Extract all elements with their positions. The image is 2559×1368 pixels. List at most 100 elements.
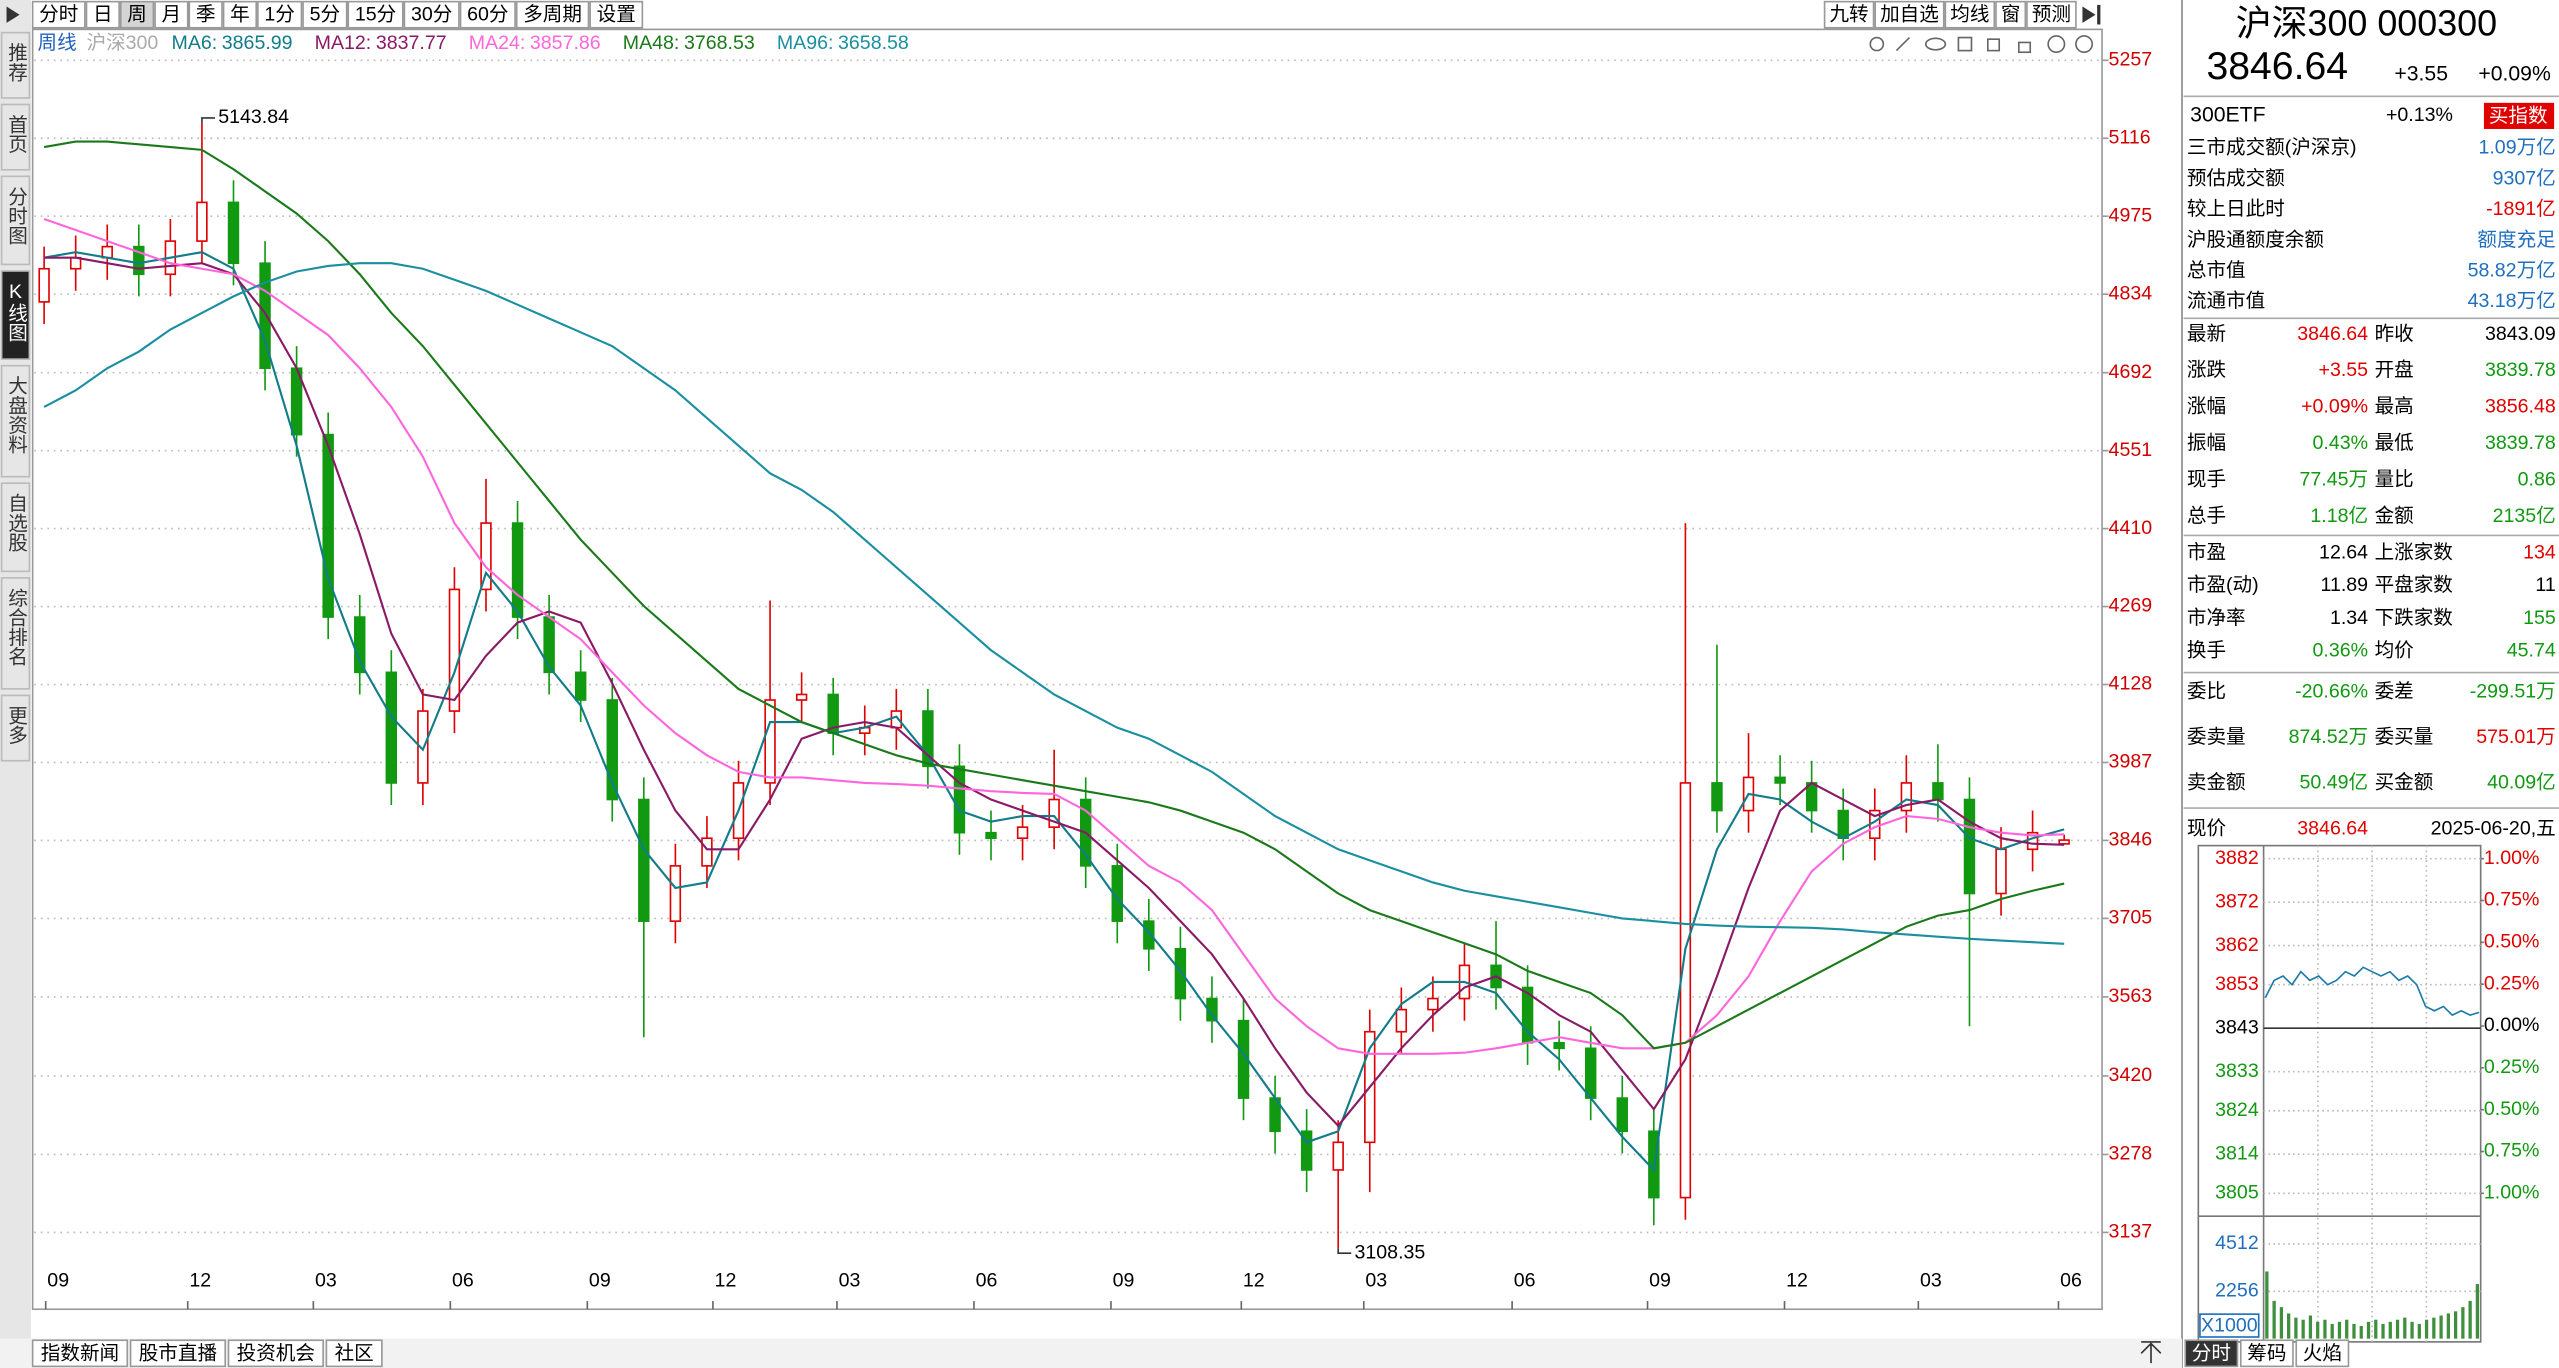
ma-line bbox=[44, 256, 2065, 1128]
tool-copy[interactable] bbox=[1957, 36, 1973, 52]
sidebar-tab[interactable] bbox=[0, 577, 31, 690]
market-label: 总市值 bbox=[2187, 259, 2246, 281]
y-tick-label: 3137 bbox=[2109, 1221, 2153, 1243]
tool-zoom-out[interactable] bbox=[2075, 35, 2094, 54]
tool-zoom-in[interactable] bbox=[2047, 35, 2066, 54]
scroll-top-icon[interactable] bbox=[2140, 1341, 2162, 1364]
toolbar-button-label[interactable]: 设置 bbox=[597, 4, 636, 26]
panel-tab[interactable] bbox=[2184, 1339, 2239, 1368]
sidebar-tab-label[interactable]: 综合排名 bbox=[5, 588, 28, 666]
toolbar-button-label[interactable]: 窗 bbox=[2001, 4, 2021, 26]
tool-delete[interactable] bbox=[1986, 38, 2001, 52]
sidebar-tab[interactable] bbox=[0, 175, 31, 266]
toolbar-button[interactable] bbox=[257, 0, 303, 29]
toolbar-button-label[interactable]: 月 bbox=[162, 4, 182, 26]
toolbar-button-label[interactable]: 分时 bbox=[39, 4, 78, 26]
buy-button-label[interactable]: 买指数 bbox=[2489, 105, 2548, 127]
tool-eye[interactable] bbox=[1924, 37, 1947, 51]
sidebar-tab-label[interactable]: 分时图 bbox=[5, 186, 28, 245]
toolbar-button-label[interactable]: 30分 bbox=[411, 4, 452, 26]
toolbar-button-label[interactable]: 加自选 bbox=[1880, 4, 1939, 26]
bottom-tab[interactable] bbox=[129, 1339, 227, 1368]
toolbar-arrow[interactable] bbox=[6, 6, 20, 23]
volume-bar bbox=[2439, 1315, 2443, 1339]
toolbar-button[interactable] bbox=[589, 0, 644, 29]
sidebar-tab-label[interactable]: 自选股 bbox=[5, 493, 28, 552]
toolbar-button[interactable] bbox=[188, 0, 223, 29]
panel-tab-label[interactable]: 火焰 bbox=[2303, 1342, 2342, 1364]
bottom-tab-label[interactable]: 股市直播 bbox=[139, 1342, 218, 1364]
toolbar-button-label[interactable]: 季 bbox=[196, 4, 216, 26]
toolbar-button[interactable] bbox=[515, 0, 590, 29]
sidebar-tab-label[interactable]: 大盘资料 bbox=[5, 375, 28, 453]
toolbar-button-label[interactable]: 预测 bbox=[2032, 4, 2071, 26]
sidebar-tab[interactable] bbox=[0, 270, 31, 360]
toolbar-button[interactable] bbox=[119, 0, 155, 29]
candle-body bbox=[1016, 826, 1029, 840]
etf-name[interactable]: 300ETF bbox=[2190, 104, 2265, 127]
toolbar-button[interactable] bbox=[1874, 0, 1945, 29]
candle-body bbox=[1143, 920, 1155, 950]
toolbar-button-label[interactable]: 日 bbox=[93, 4, 113, 26]
bottom-tab[interactable] bbox=[31, 1339, 129, 1368]
panel-tab-label[interactable]: 分时 bbox=[2192, 1342, 2231, 1364]
toolbar-button[interactable] bbox=[222, 0, 258, 29]
panel-tab-label[interactable]: 筹码 bbox=[2247, 1342, 2286, 1364]
toolbar-button[interactable] bbox=[302, 0, 348, 29]
toolbar-button-label[interactable]: 15分 bbox=[355, 4, 396, 26]
candle-body bbox=[1679, 782, 1692, 1199]
toolbar-button-label[interactable]: 九转 bbox=[1829, 4, 1868, 26]
sidebar-tab[interactable] bbox=[0, 31, 31, 99]
sidebar-tab-label[interactable]: 首页 bbox=[5, 114, 28, 153]
candle-body bbox=[764, 699, 776, 784]
intraday-price-label: 3872 bbox=[2215, 890, 2259, 912]
bottom-tab[interactable] bbox=[227, 1339, 324, 1368]
tool-lock[interactable] bbox=[2017, 41, 2032, 54]
toolbar-button-label[interactable]: 多周期 bbox=[523, 4, 582, 26]
quote-label: 委差 bbox=[2375, 680, 2414, 702]
sidebar-tab[interactable] bbox=[0, 364, 31, 478]
toolbar-button-label[interactable]: 周 bbox=[127, 4, 147, 26]
panel-tab[interactable] bbox=[2239, 1339, 2294, 1368]
toolbar-button-label[interactable]: 年 bbox=[230, 4, 250, 26]
intraday-pct-label: 0.75% bbox=[2484, 1140, 2540, 1162]
quote-label: 涨跌 bbox=[2187, 359, 2226, 381]
panel-tab[interactable] bbox=[2295, 1339, 2350, 1368]
intraday-price-label: 3805 bbox=[2215, 1181, 2259, 1203]
toolbar-button-label[interactable]: 5分 bbox=[310, 4, 340, 26]
toolbar-button[interactable] bbox=[403, 0, 460, 29]
sidebar-tab[interactable] bbox=[0, 482, 31, 573]
toolbar-button[interactable] bbox=[2026, 0, 2077, 29]
bottom-tab[interactable] bbox=[325, 1339, 383, 1368]
toolbar-button[interactable] bbox=[1995, 0, 2027, 29]
quote-value: 3843.09 bbox=[2485, 323, 2556, 345]
toolbar-button[interactable] bbox=[154, 0, 189, 29]
bottom-tab-label[interactable]: 社区 bbox=[335, 1342, 374, 1364]
sidebar-tab-label[interactable]: K线图 bbox=[5, 281, 28, 342]
toolbar-button-label[interactable]: 均线 bbox=[1950, 4, 1989, 26]
sidebar-tab[interactable] bbox=[0, 103, 31, 171]
buy-button[interactable] bbox=[2483, 102, 2555, 129]
zoom-box[interactable] bbox=[2199, 1313, 2260, 1338]
tool-settings[interactable] bbox=[1869, 36, 1885, 52]
sidebar-tab-label[interactable]: 推荐 bbox=[5, 42, 28, 82]
toolbar-button[interactable] bbox=[31, 0, 86, 29]
toolbar-arrow-right[interactable] bbox=[2082, 6, 2096, 23]
toolbar-button[interactable] bbox=[85, 0, 120, 29]
bottom-tab-label[interactable]: 指数新闻 bbox=[41, 1342, 119, 1364]
candle-body bbox=[1584, 1047, 1597, 1099]
toolbar-button[interactable] bbox=[459, 0, 516, 29]
bottom-tab-label[interactable]: 投资机会 bbox=[237, 1342, 315, 1364]
zoom-label[interactable]: X1000 bbox=[2201, 1315, 2258, 1337]
toolbar-button-label[interactable]: 60分 bbox=[467, 4, 508, 26]
sidebar-tab[interactable] bbox=[0, 694, 31, 762]
toolbar-button-label[interactable]: 1分 bbox=[264, 4, 294, 26]
toolbar-button[interactable] bbox=[347, 0, 404, 29]
toolbar-button[interactable] bbox=[1944, 0, 1996, 29]
volume-tick-label: 4512 bbox=[2215, 1232, 2259, 1254]
sidebar-tab-label[interactable]: 更多 bbox=[5, 705, 28, 744]
toolbar-button[interactable] bbox=[1823, 0, 1875, 29]
quote-label: 市净率 bbox=[2187, 607, 2246, 629]
quote-value: 77.45万 bbox=[2299, 468, 2368, 490]
tool-draw[interactable] bbox=[1895, 36, 1911, 52]
